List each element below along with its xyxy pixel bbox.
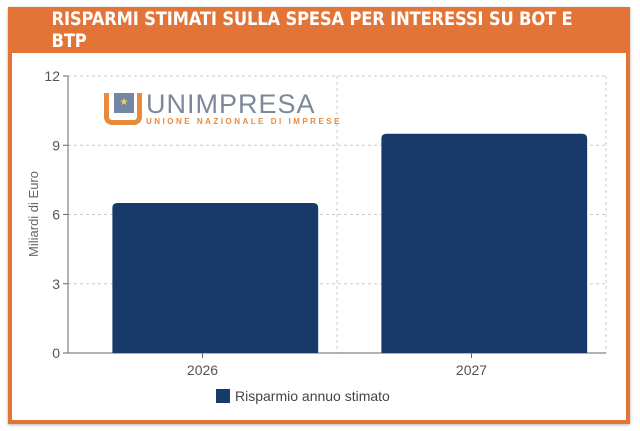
y-axis-label: Miliardi di Euro: [26, 171, 41, 257]
legend-swatch: [216, 389, 230, 403]
y-tick-label: 9: [52, 137, 60, 153]
unimpresa-logo: ★ UNIMPRESA UNIONE NAZIONALE DI IMPRESE: [104, 91, 342, 126]
logo-name: UNIMPRESA: [146, 89, 316, 119]
logo-subtitle: UNIONE NAZIONALE DI IMPRESE: [146, 117, 342, 126]
logo-cup-icon: ★: [104, 92, 142, 125]
x-tick-label: 2026: [187, 362, 218, 378]
y-tick-label: 12: [44, 68, 60, 84]
y-tick-label: 0: [52, 345, 60, 361]
y-tick-label: 6: [52, 207, 60, 223]
x-tick-label: 2027: [456, 362, 487, 378]
y-tick-label: 3: [52, 276, 60, 292]
bar-2026: [112, 202, 319, 353]
legend-label: Risparmio annuo stimato: [235, 388, 390, 404]
bar-2027: [381, 133, 588, 353]
chart-title: RISPARMI STIMATI SULLA SPESA PER INTERES…: [51, 8, 573, 52]
eu-flag-icon: ★: [114, 92, 134, 113]
